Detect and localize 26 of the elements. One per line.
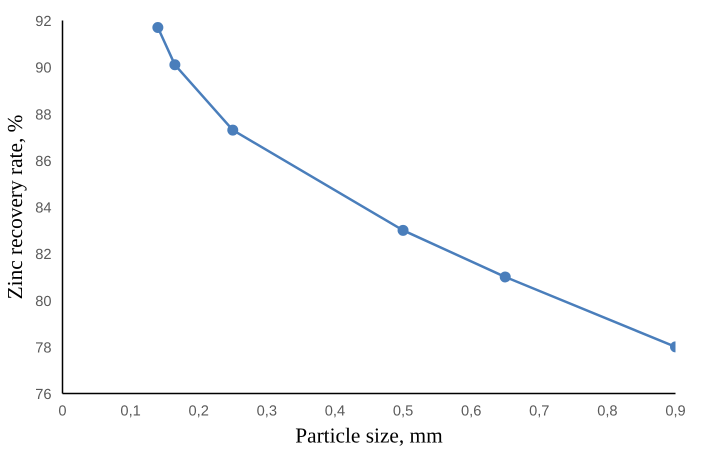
x-tick-label: 0: [58, 404, 67, 420]
y-tick-label: 90: [35, 60, 52, 77]
point: [169, 59, 180, 70]
x-tick-label: 0,2: [188, 404, 209, 420]
y-tick-label: 76: [35, 387, 52, 403]
point: [227, 124, 238, 136]
x-tick-label: 0,7: [529, 404, 550, 420]
y-tick-label: 88: [35, 107, 52, 124]
x-tick-label: 0,6: [460, 404, 482, 420]
y-tick-label: 92: [35, 14, 52, 30]
point: [398, 224, 409, 236]
x-tick-label: 0,1: [120, 404, 141, 420]
x-tick-label: 0,3: [256, 404, 278, 420]
y-tick-label: 78: [35, 340, 52, 356]
point: [152, 22, 164, 33]
point: [500, 271, 511, 282]
y-tick-label: 80: [35, 294, 52, 310]
x-tick-label: 0,8: [597, 404, 618, 420]
x-axis-title: Particle size, mm: [295, 424, 444, 448]
x-tick-label: 0,5: [392, 404, 414, 420]
x-tick-label: 0,4: [324, 404, 346, 420]
y-tick-label: 84: [35, 200, 52, 216]
y-tick-label: 86: [35, 154, 52, 170]
x-tick-label: 0,9: [665, 404, 686, 420]
y-tick-label: 82: [35, 247, 52, 264]
y-axis-title: Zinc recovery rate, %: [3, 114, 28, 300]
